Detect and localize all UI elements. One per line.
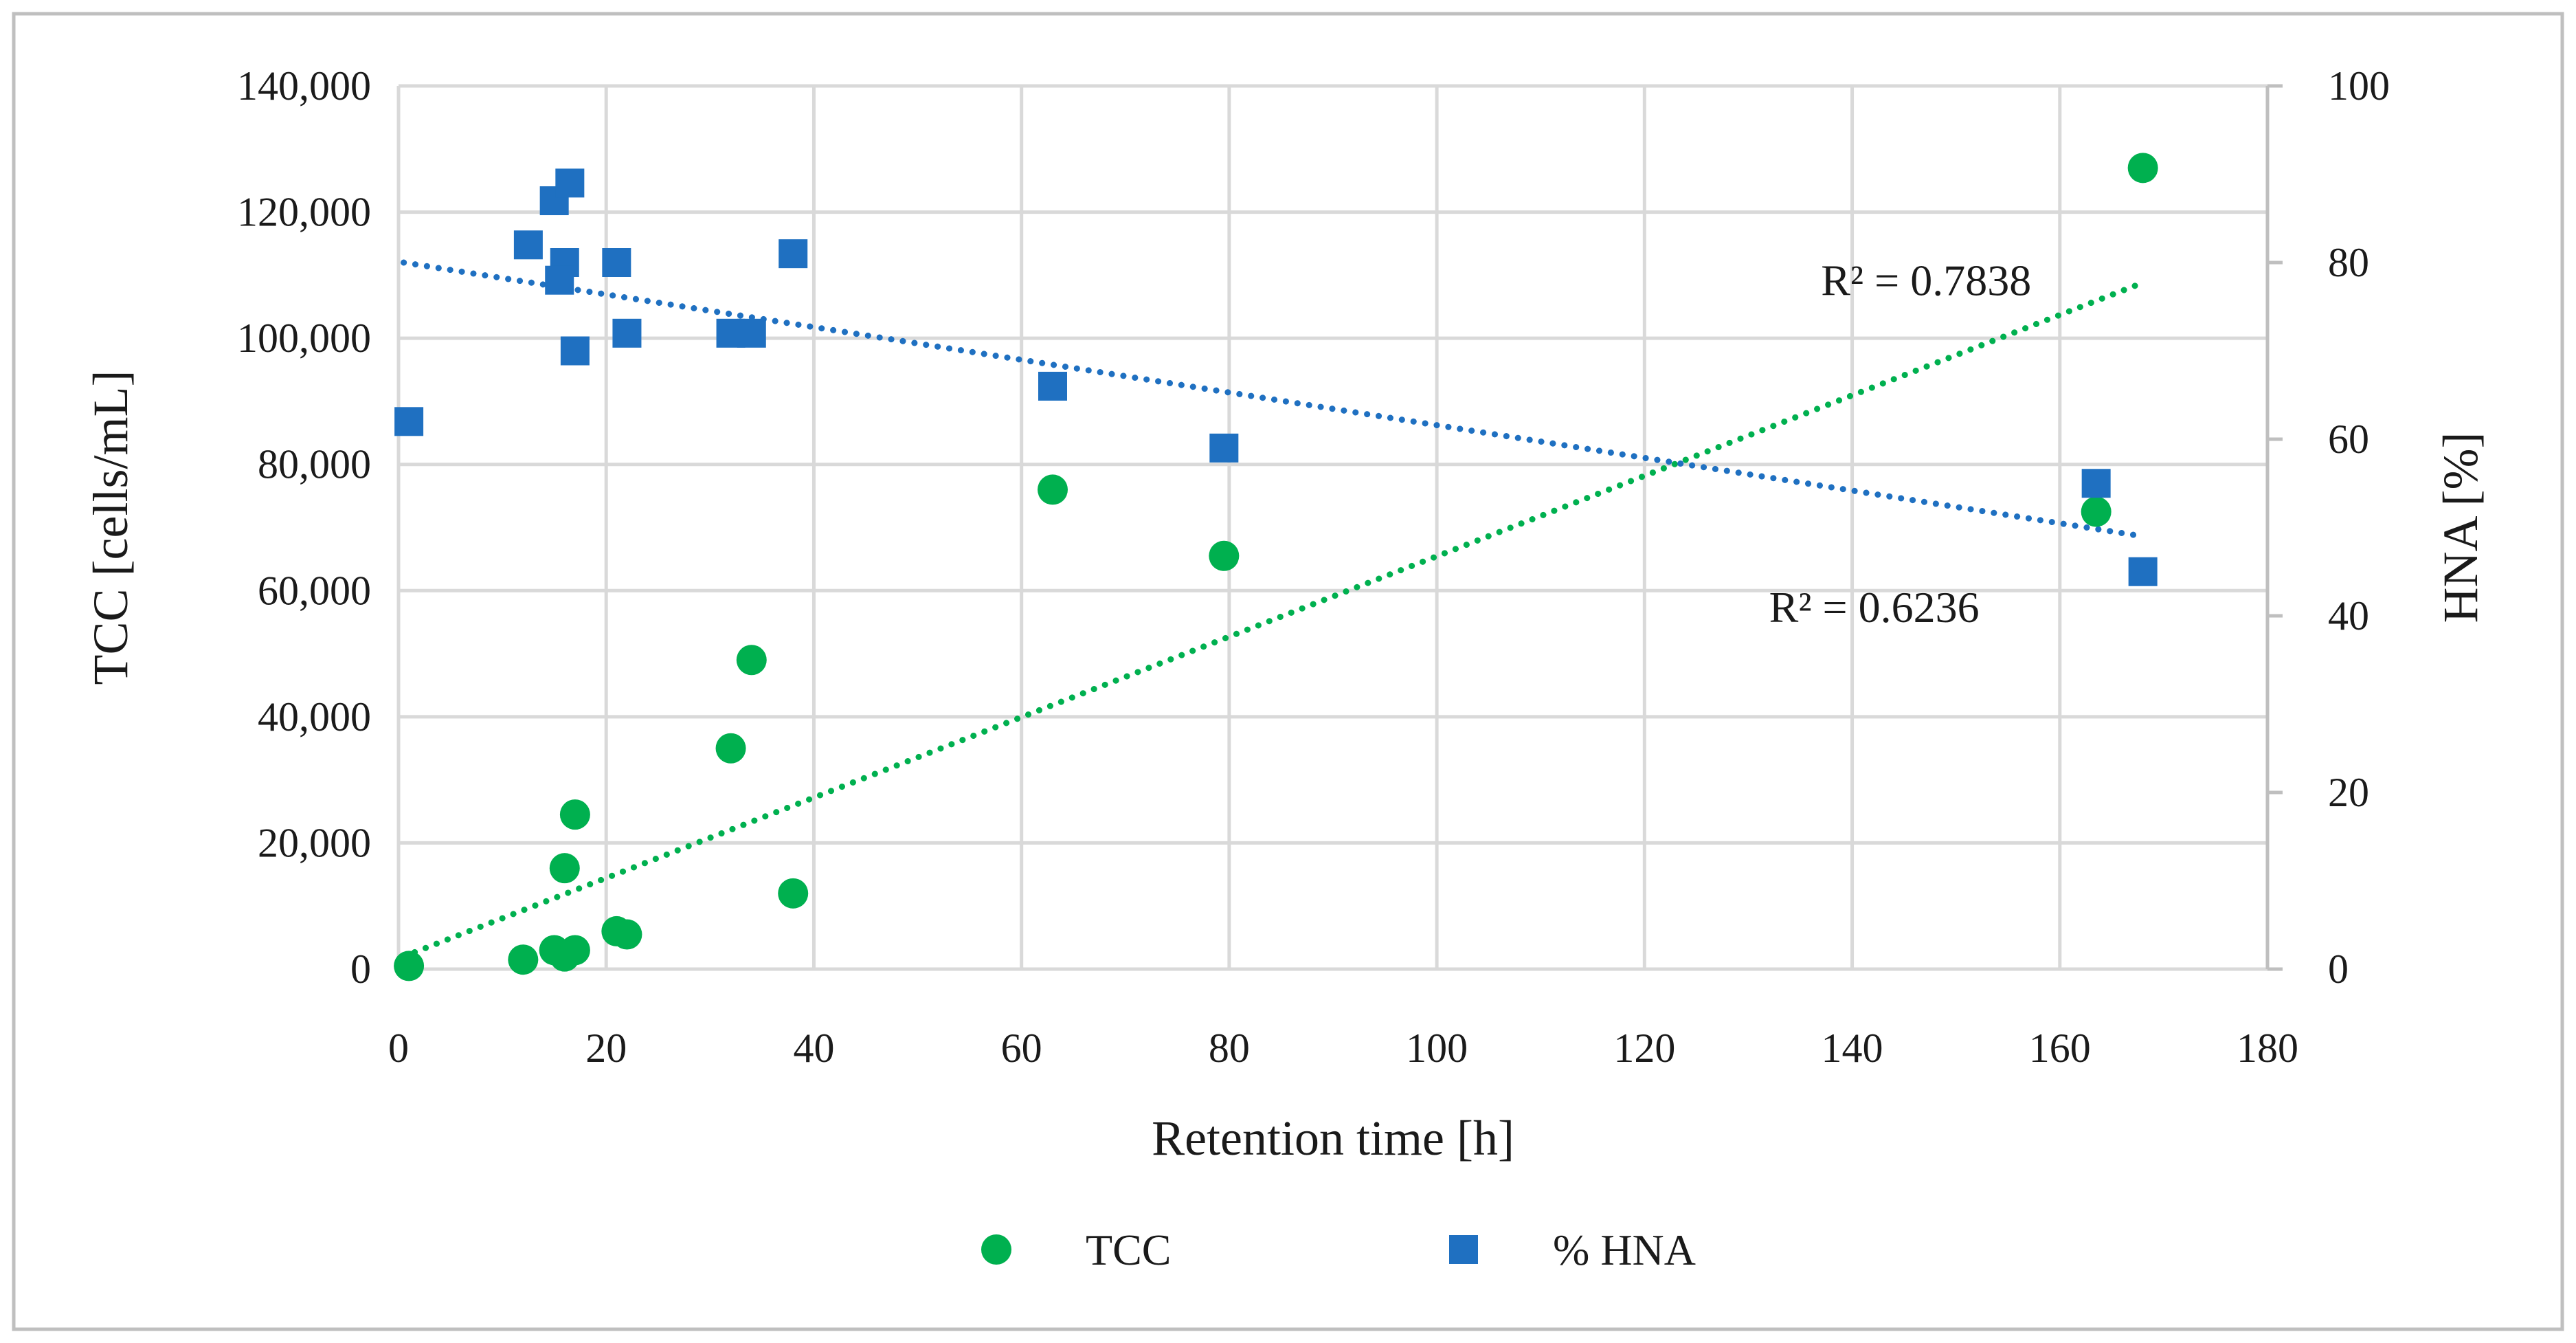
- hna-point: [513, 230, 543, 260]
- y-left-tick-label: 60,000: [258, 568, 371, 613]
- tcc-point: [559, 935, 590, 966]
- y-right-tick-label: 40: [2328, 593, 2369, 639]
- hna-point: [555, 168, 585, 198]
- x-tick-label: 20: [585, 1025, 627, 1071]
- legend-marker-tcc: [981, 1234, 1011, 1265]
- hna-point: [545, 265, 574, 295]
- x-tick-label: 80: [1209, 1025, 1250, 1071]
- y-right-tick-label: 0: [2328, 946, 2349, 992]
- hna-point: [1038, 371, 1067, 401]
- tcc-point: [612, 919, 642, 950]
- hna-point: [2128, 557, 2158, 586]
- r-squared-label: R² = 0.6236: [1769, 583, 1980, 632]
- y-right-tick-label: 60: [2328, 417, 2369, 462]
- x-tick-label: 0: [388, 1025, 409, 1071]
- tcc-point: [2127, 153, 2158, 184]
- tcc-point: [508, 944, 539, 975]
- y-left-tick-label: 120,000: [237, 190, 371, 235]
- x-tick-label: 180: [2237, 1025, 2298, 1071]
- y-right-axis-title: HNA [%]: [2433, 432, 2488, 623]
- y-left-tick-label: 100,000: [237, 315, 371, 361]
- hna-point: [737, 318, 766, 348]
- y-right-tick-label: 80: [2328, 240, 2369, 285]
- tcc-point: [559, 799, 590, 830]
- hna-point: [1209, 433, 1239, 463]
- x-tick-label: 60: [1001, 1025, 1042, 1071]
- hna-point: [2081, 469, 2111, 498]
- tcc-point: [736, 645, 767, 676]
- y-right-tick-label: 20: [2328, 770, 2369, 815]
- trendlines: [401, 259, 2147, 960]
- chart-frame: [12, 12, 2564, 1331]
- y-left-tick-label: 20,000: [258, 820, 371, 865]
- hna-point: [394, 407, 424, 436]
- y-left-tick-label: 80,000: [258, 442, 371, 487]
- hna-point: [779, 239, 808, 269]
- tcc-point: [715, 733, 746, 764]
- r-squared-label: R² = 0.7838: [1821, 256, 2031, 305]
- x-tick-label: 120: [1613, 1025, 1675, 1071]
- data-points: [394, 153, 2158, 981]
- tcc-point: [1038, 474, 1068, 505]
- trendline-hna: [401, 259, 2147, 540]
- hna-point: [560, 336, 590, 366]
- tcc-point: [549, 853, 580, 884]
- legend-marker-hna: [1449, 1235, 1478, 1264]
- tcc-point: [778, 878, 809, 909]
- legend-label: % HNA: [1553, 1225, 1696, 1274]
- hna-point: [602, 248, 631, 277]
- y-left-axis-title: TCC [cells/mL]: [83, 370, 138, 685]
- tcc-point: [2081, 496, 2112, 527]
- axes: 0 20,000 40,000 60,000 80,000 100,000 120,000 1…: [83, 63, 2488, 1166]
- legend: TCC % HNA: [981, 1225, 1696, 1274]
- x-tick-label: 40: [793, 1025, 834, 1071]
- annotations: R² = 0.7838 R² = 0.6236: [1769, 256, 2032, 632]
- x-tick-label: 100: [1406, 1025, 1468, 1071]
- tcc-point: [1209, 540, 1240, 571]
- tcc-point: [394, 951, 425, 981]
- y-left-tick-label: 0: [350, 946, 371, 992]
- x-tick-label: 140: [1822, 1025, 1883, 1071]
- y-right-tick-label: 100: [2328, 63, 2390, 109]
- legend-label: TCC: [1086, 1225, 1171, 1274]
- y-left-tick-label: 40,000: [258, 694, 371, 740]
- x-tick-label: 160: [2029, 1025, 2091, 1071]
- hna-point: [612, 318, 642, 348]
- x-axis-title: Retention time [h]: [1152, 1111, 1514, 1166]
- y-left-tick-label: 140,000: [237, 63, 371, 109]
